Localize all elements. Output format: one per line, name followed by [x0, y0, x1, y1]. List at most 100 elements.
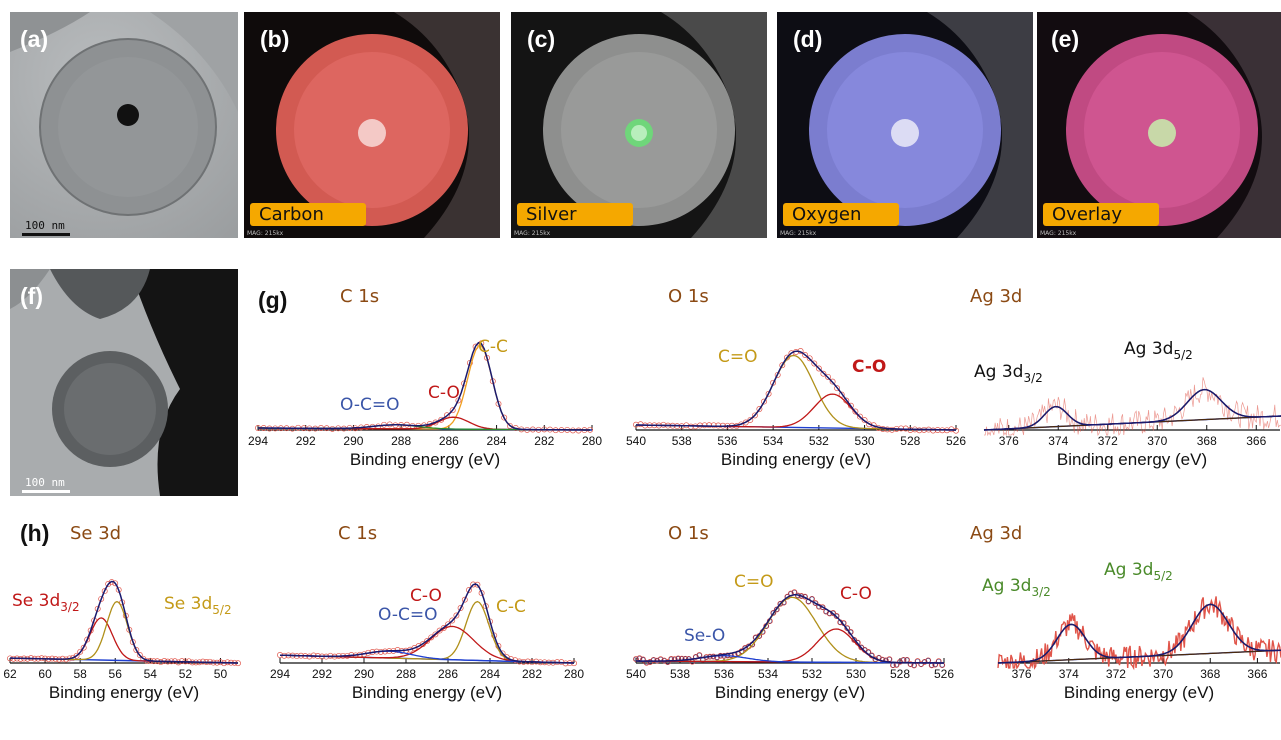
- tem-image-a: (a) 100 nm: [10, 12, 238, 238]
- scale-bar: [22, 490, 70, 493]
- panel-label-d: (d): [793, 26, 823, 52]
- peak-label: C-O: [428, 383, 460, 403]
- raw-data-line: [997, 596, 1281, 671]
- peak-label: C-C: [478, 337, 508, 357]
- x-tick-label: 294: [248, 434, 268, 448]
- peak-label-subscript: 5/2: [1173, 348, 1192, 362]
- x-tick-label: 376: [999, 434, 1019, 448]
- data-point: [921, 658, 928, 665]
- x-tick-label: 374: [1048, 434, 1068, 448]
- data-point: [802, 352, 809, 358]
- x-tick-label: 528: [900, 434, 920, 448]
- peak-label: C=O: [718, 347, 758, 367]
- eds-map-carbon: (b) Carbon MAG: 215kx: [244, 12, 500, 238]
- x-tick-label: 56: [109, 667, 123, 681]
- x-tick-label: 284: [480, 667, 500, 681]
- x-tick-label: 366: [1246, 434, 1266, 448]
- fit-envelope-line: [636, 594, 944, 664]
- data-point: [637, 421, 644, 428]
- x-tick-label: 58: [73, 667, 87, 681]
- data-point: [650, 657, 657, 663]
- x-tick-label: 290: [354, 667, 374, 681]
- oxygen-map-image: [809, 12, 1033, 238]
- x-tick-label: 294: [270, 667, 290, 681]
- eds-map-oxygen: (d) Oxygen MAG: 215kx: [777, 12, 1033, 238]
- peak-label: O-C=O: [378, 605, 437, 625]
- panel-label-g: (g): [258, 287, 288, 313]
- data-point: [889, 426, 895, 433]
- peak-label: C-O: [840, 584, 872, 604]
- x-axis-label: Binding energy (eV): [350, 450, 500, 469]
- data-point: [643, 659, 650, 666]
- chart-title-h-c1s: C 1s: [338, 523, 378, 544]
- data-point: [773, 606, 780, 613]
- fit-envelope-line: [997, 603, 1281, 664]
- panel-label-f: (f): [20, 283, 43, 309]
- x-tick-label: 532: [802, 667, 822, 681]
- data-point: [815, 365, 822, 372]
- data-point: [930, 427, 937, 434]
- x-tick-label: 538: [672, 434, 692, 448]
- data-point: [453, 612, 460, 619]
- data-point: [101, 588, 108, 595]
- x-tick-label: 530: [846, 667, 866, 681]
- x-tick-label: 282: [534, 434, 554, 448]
- x-tick-label: 536: [717, 434, 737, 448]
- data-point: [935, 658, 942, 665]
- silver-map-image: [543, 12, 767, 238]
- data-point: [819, 604, 826, 611]
- data-point: [424, 638, 430, 645]
- x-tick-label: 538: [670, 667, 690, 681]
- chart-title-h-ag3d: Ag 3d: [970, 523, 1023, 544]
- panel-label-h: (h): [20, 520, 50, 546]
- x-tick-label: 366: [1247, 667, 1267, 681]
- data-point: [436, 627, 443, 634]
- data-point: [830, 610, 836, 616]
- data-point: [136, 652, 143, 658]
- data-point: [751, 412, 758, 419]
- x-tick-label: 368: [1197, 434, 1217, 448]
- fit-envelope-line: [280, 583, 575, 664]
- data-point: [914, 658, 921, 665]
- data-point: [461, 596, 468, 603]
- data-point: [811, 360, 818, 367]
- x-tick-label: 50: [214, 667, 228, 681]
- data-point: [756, 406, 763, 412]
- x-tick-label: 532: [809, 434, 829, 448]
- data-point: [84, 636, 91, 643]
- peak-label-subscript: 5/2: [1153, 569, 1172, 583]
- data-point: [449, 407, 456, 414]
- data-point: [105, 581, 112, 587]
- data-point: [706, 422, 713, 429]
- panel-label-a: (a): [20, 26, 49, 52]
- peak-label-subscript: 3/2: [60, 600, 79, 614]
- x-axis-label: Binding energy (eV): [1057, 450, 1207, 469]
- data-point: [907, 661, 914, 668]
- x-tick-label: 540: [626, 667, 646, 681]
- x-tick-label: 370: [1147, 434, 1167, 448]
- data-point: [861, 417, 868, 424]
- x-axis-label: Binding energy (eV): [715, 683, 865, 702]
- peak-label: Se-O: [684, 626, 725, 646]
- x-tick-label: 376: [1012, 667, 1032, 681]
- x-tick-label: 292: [312, 667, 332, 681]
- tem-micrograph-a: [10, 12, 238, 216]
- x-tick-label: 290: [343, 434, 363, 448]
- data-point: [852, 408, 859, 415]
- x-tick-label: 374: [1059, 667, 1079, 681]
- data-point: [806, 355, 813, 362]
- carbon-map-image: [276, 12, 500, 238]
- data-point: [77, 648, 84, 655]
- data-point: [466, 587, 472, 593]
- data-point: [825, 373, 831, 380]
- data-point: [838, 391, 845, 398]
- data-point: [640, 656, 646, 663]
- tem-image-f: (f) 100 nm: [10, 269, 238, 496]
- map-label-carbon: Carbon: [250, 203, 366, 226]
- raw-data-line: [984, 377, 1281, 437]
- data-point: [710, 422, 717, 429]
- x-tick-label: 286: [438, 667, 458, 681]
